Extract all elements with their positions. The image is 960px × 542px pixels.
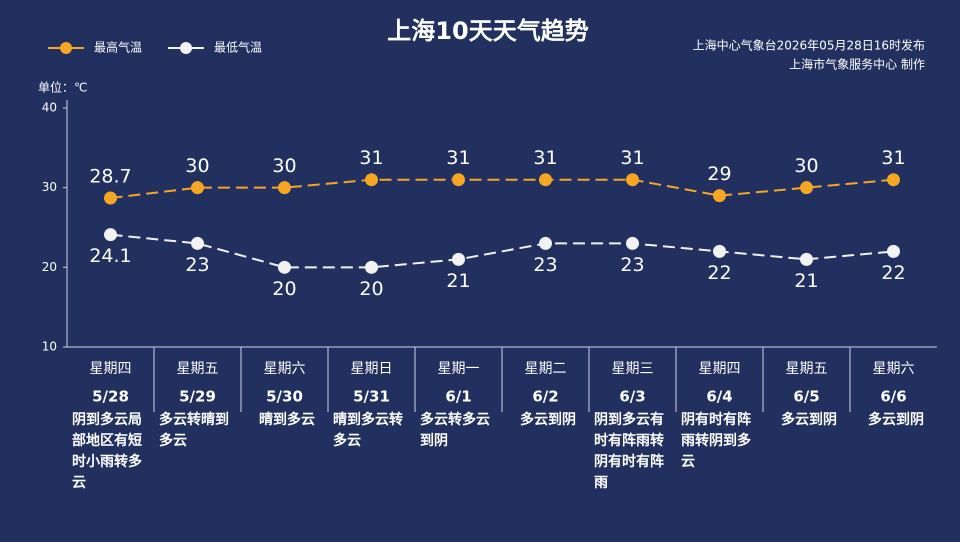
weather-description: 多云到阴: [520, 412, 576, 428]
x-tick-label: 6/1: [445, 388, 471, 406]
point: [278, 260, 291, 274]
source: 上海中心气象台2026年05月28日16时发布: [693, 38, 925, 53]
point: [713, 189, 726, 203]
series-line: [110, 233, 894, 269]
data-label: 31: [533, 147, 557, 169]
legend-marker: [180, 42, 192, 54]
y-tick-label: 40: [42, 101, 57, 115]
weekday-label: 星期四: [90, 361, 132, 377]
point: [365, 260, 378, 274]
legend-label: 最低气温: [214, 40, 262, 55]
y-tick-label: 10: [42, 340, 57, 354]
x-tick-label: 6/4: [706, 388, 732, 406]
data-label: 31: [620, 147, 644, 169]
x-tick-label: 6/3: [619, 388, 645, 406]
data-label: 22: [707, 262, 731, 284]
point: [800, 252, 813, 266]
legend-marker: [60, 42, 72, 54]
weekday-label: 星期二: [525, 361, 567, 377]
point: [452, 173, 465, 187]
data-label: 24.1: [89, 245, 131, 267]
x-tick-label: 6/5: [793, 388, 819, 406]
data-label: 31: [881, 147, 905, 169]
weather-description: 多云到阴: [781, 412, 837, 428]
data-label: 29: [707, 163, 731, 185]
data-label: 30: [272, 155, 296, 177]
weekday-label: 星期五: [177, 361, 219, 377]
point: [626, 173, 639, 187]
x-tick-label: 6/6: [880, 388, 906, 406]
weekday-label: 星期六: [264, 361, 306, 377]
point: [278, 181, 291, 195]
weather-description: 阴有时有阵雨转阴到多云: [681, 412, 751, 470]
data-label: 23: [533, 254, 557, 276]
point: [539, 173, 552, 187]
data-label: 30: [794, 155, 818, 177]
weather-description: 阴到多云局部地区有短时小雨转多云: [72, 412, 142, 491]
data-label: 22: [881, 262, 905, 284]
data-label: 20: [272, 278, 296, 300]
point: [191, 181, 204, 195]
data-label: 23: [620, 254, 644, 276]
series-line: [110, 178, 894, 200]
x-tick-label: 5/30: [266, 388, 303, 406]
point: [887, 244, 900, 258]
point: [191, 236, 204, 250]
weekday-label: 星期四: [699, 361, 741, 377]
weekday-label: 星期六: [873, 361, 915, 377]
x-tick-label: 5/29: [179, 388, 216, 406]
data-label: 21: [446, 270, 470, 292]
data-label: 23: [185, 254, 209, 276]
x-tick-label: 6/2: [532, 388, 558, 406]
point: [104, 228, 117, 242]
point: [452, 252, 465, 266]
data-label: 31: [359, 147, 383, 169]
point: [365, 173, 378, 187]
data-label: 28.7: [89, 166, 131, 188]
weather-description: 多云转晴到多云: [159, 412, 229, 449]
y-axis-label: 单位：℃: [38, 80, 87, 95]
point: [104, 191, 117, 205]
weekday-label: 星期一: [438, 361, 480, 377]
weather-description: 晴到多云: [259, 412, 315, 428]
x-tick-label: 5/28: [92, 388, 129, 406]
weather-description: 多云到阴: [868, 412, 924, 428]
point: [887, 173, 900, 187]
data-label: 30: [185, 155, 209, 177]
data-label: 21: [794, 270, 818, 292]
y-tick-label: 20: [42, 260, 57, 274]
weekday-label: 星期三: [612, 361, 654, 377]
weather-description: 多云转多云到阴: [420, 412, 490, 449]
weekday-label: 星期五: [786, 361, 828, 377]
x-tick-label: 5/31: [353, 388, 390, 406]
legend-label: 最高气温: [94, 40, 142, 55]
point: [626, 236, 639, 250]
point: [800, 181, 813, 195]
chart-title: 上海10天天气趋势: [387, 17, 588, 45]
data-label: 20: [359, 278, 383, 300]
point: [539, 236, 552, 250]
source: 上海市气象服务中心 制作: [789, 57, 925, 72]
weather-description: 阴到多云有时有阵雨转阴有时有阵雨: [594, 412, 664, 491]
data-label: 31: [446, 147, 470, 169]
weather-description: 晴到多云转多云: [333, 412, 403, 449]
weekday-label: 星期日: [351, 361, 393, 377]
y-tick-label: 30: [42, 180, 57, 194]
point: [713, 244, 726, 258]
